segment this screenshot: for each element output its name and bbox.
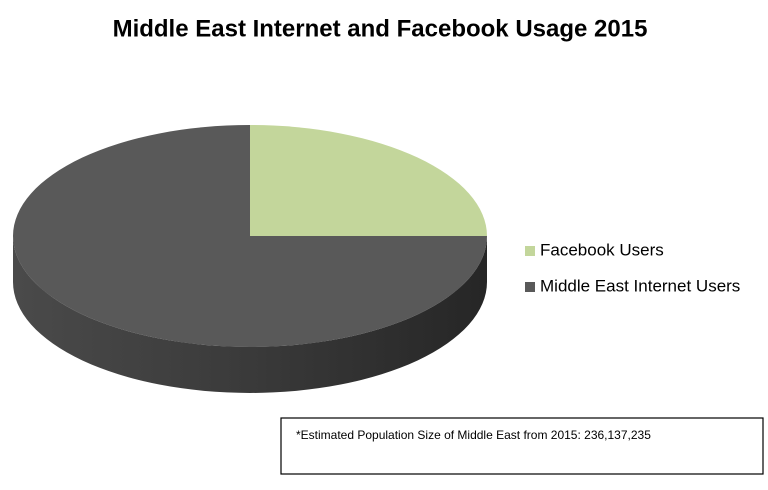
slice bbox=[250, 125, 487, 236]
slice-top bbox=[13, 125, 487, 347]
legend-swatch bbox=[525, 282, 535, 292]
footnote-box bbox=[280, 417, 764, 475]
slice-top bbox=[250, 125, 487, 236]
slice-side bbox=[13, 236, 487, 393]
chart-title: Middle East Internet and Facebook Usage … bbox=[113, 15, 648, 42]
legend-label: Middle East Internet Users bbox=[540, 276, 740, 295]
slice bbox=[13, 125, 487, 393]
legend-label: Facebook Users bbox=[540, 240, 664, 259]
legend-swatch bbox=[525, 246, 535, 256]
pie bbox=[13, 125, 487, 393]
legend: Facebook Users Middle East Internet Users bbox=[525, 240, 740, 295]
footnote: *Estimated Population Size of Middle Eas… bbox=[296, 428, 651, 442]
